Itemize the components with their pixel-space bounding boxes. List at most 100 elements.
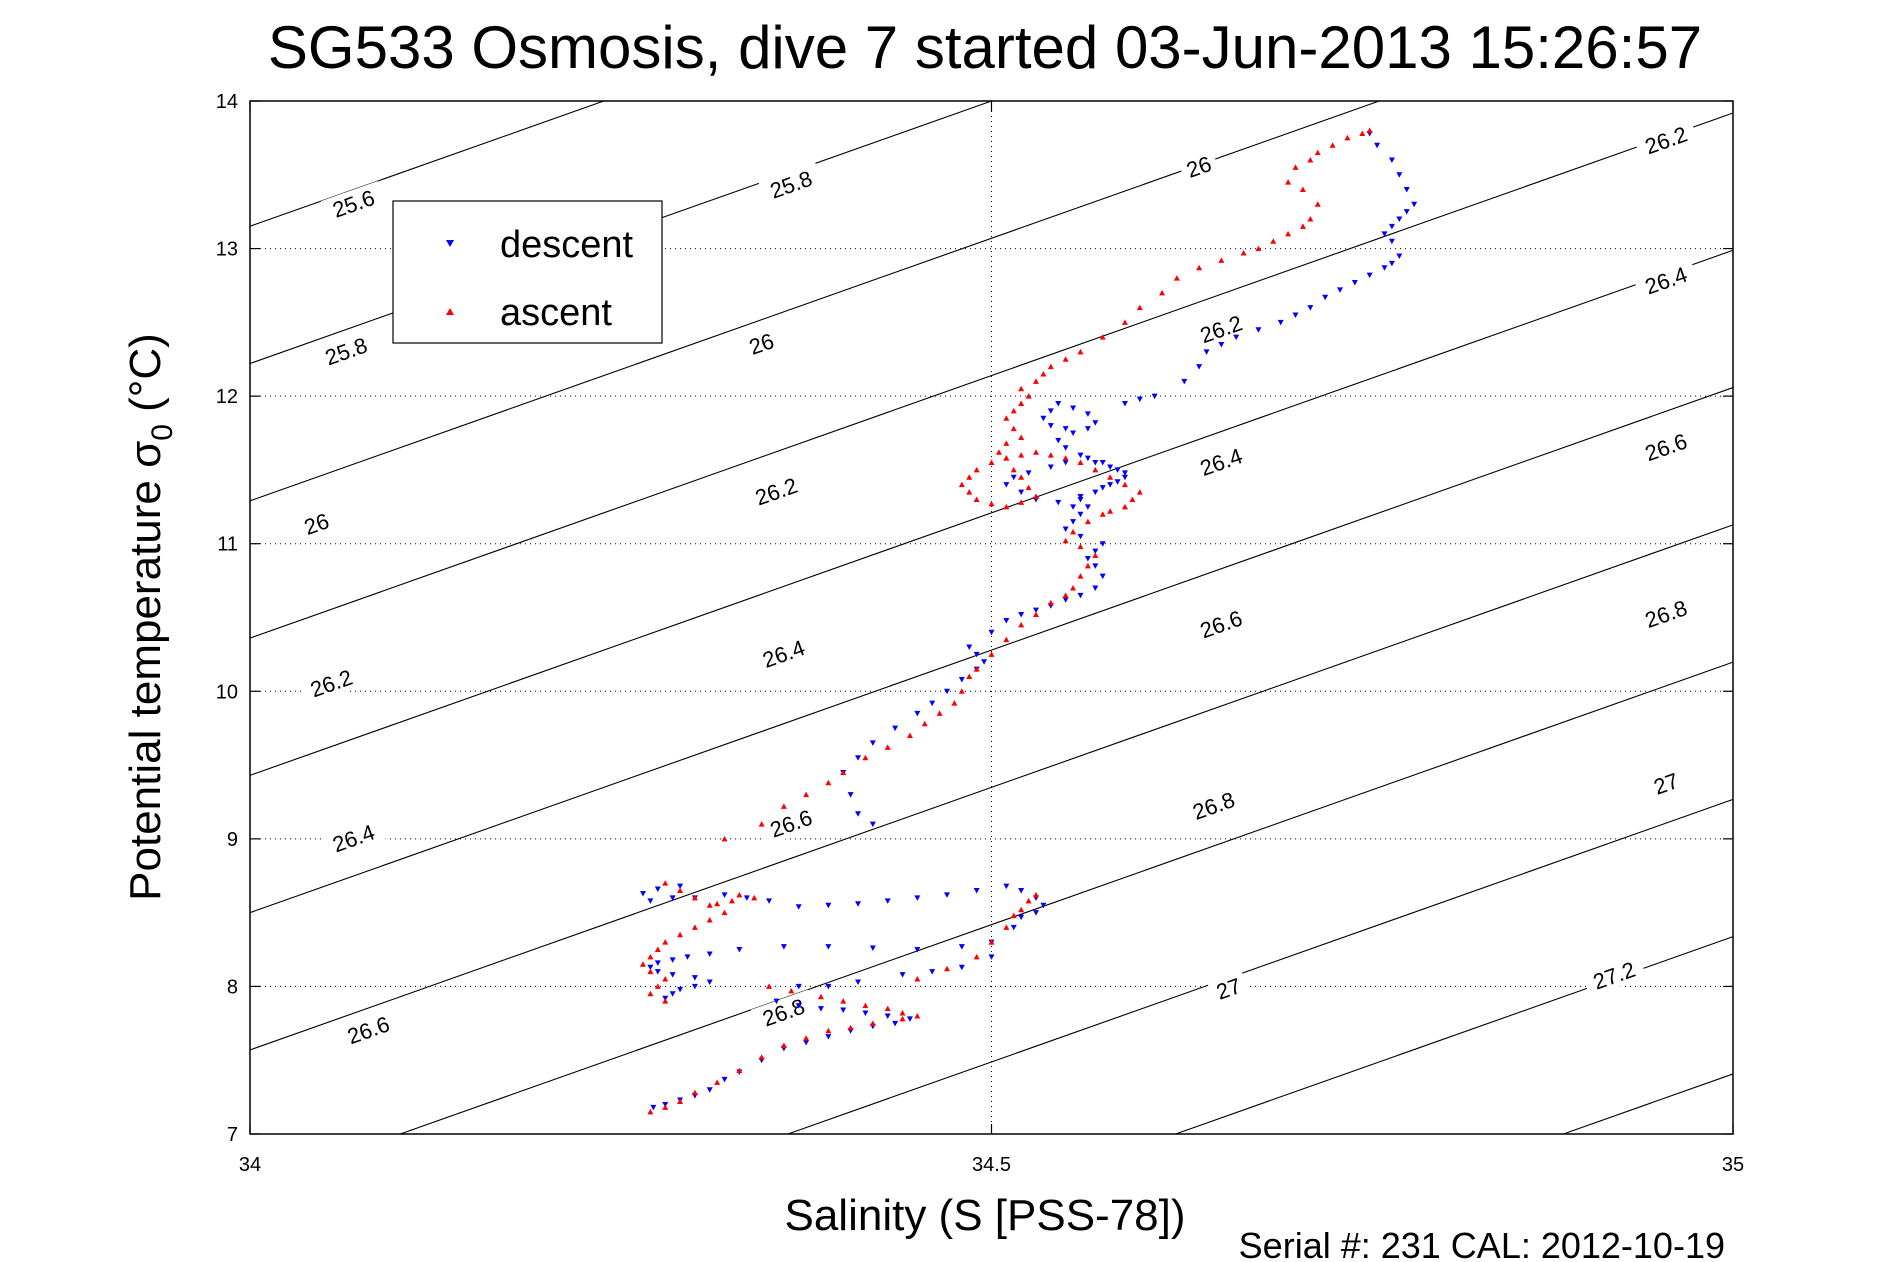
contour-label-bg: [1633, 424, 1699, 470]
ascent-point: [988, 459, 995, 466]
y-tick-label: 10: [216, 681, 238, 703]
descent-point: [1092, 420, 1099, 426]
ascent-point: [1077, 543, 1084, 550]
contour-label: 27: [1644, 765, 1688, 802]
descent-point: [1077, 592, 1084, 599]
descent-point: [1381, 231, 1388, 237]
descent-point: [1018, 489, 1025, 496]
descent-point: [825, 1034, 832, 1040]
ascent-point: [1025, 393, 1032, 399]
ascent-point: [1032, 493, 1039, 499]
y-tick-label: 9: [227, 829, 238, 851]
density-contour-line: [249, 100, 604, 227]
density-contour-line: [249, 524, 1734, 1051]
contour-label: 27: [1207, 970, 1250, 1007]
ascent-point: [1084, 562, 1091, 569]
ascent-point: [1062, 537, 1069, 544]
contour-label-bg: [1207, 970, 1250, 1007]
ascent-point: [647, 953, 654, 960]
ascent-point: [1314, 149, 1321, 156]
y-tick-label: 14: [216, 91, 238, 113]
descent-point: [669, 895, 676, 901]
descent-point: [981, 659, 988, 665]
y-tick-label: 11: [217, 534, 238, 556]
descent-point: [691, 983, 698, 990]
ascent-point: [721, 835, 728, 842]
ascent-point: [1062, 455, 1069, 461]
density-contour-line: [1563, 1073, 1734, 1135]
ascent-point: [1003, 503, 1010, 510]
ascent-point: [1018, 400, 1025, 407]
density-contour-line: [249, 249, 1734, 776]
descent-point: [1218, 341, 1225, 348]
descent-point: [1077, 452, 1084, 459]
descent-point: [647, 964, 654, 971]
ascent-point: [966, 474, 973, 480]
ascent-point: [1018, 385, 1025, 392]
ascent-point: [677, 887, 684, 894]
descent-point: [736, 947, 743, 953]
ascent-point: [1092, 466, 1099, 473]
ascent-point: [1018, 474, 1025, 480]
descent-point: [1151, 393, 1158, 400]
ascent-point: [906, 732, 913, 739]
descent-point: [988, 629, 995, 636]
descent-point: [825, 944, 832, 950]
descent-point: [1018, 914, 1025, 921]
ascent-point: [1285, 230, 1292, 237]
ascent-point: [988, 500, 995, 507]
descent-point: [721, 1076, 728, 1083]
descent-point: [869, 740, 876, 746]
descent-point: [1255, 327, 1262, 333]
ascent-point: [973, 466, 980, 473]
descent-point: [1070, 519, 1077, 525]
ascent-point: [1359, 130, 1366, 136]
descent-point: [862, 1010, 869, 1016]
ascent-point: [1018, 621, 1025, 628]
descent-point: [855, 811, 862, 817]
descent-point: [958, 944, 965, 950]
ascent-point: [1121, 503, 1128, 510]
descent-point: [1055, 401, 1062, 407]
ascent-point: [691, 924, 698, 930]
x-tick-label: 34.5: [972, 1154, 1011, 1176]
contour-label-bg: [1177, 148, 1221, 185]
descent-point: [654, 969, 661, 975]
descent-point: [677, 986, 684, 993]
contour-label-bg: [1188, 306, 1254, 352]
descent-point: [1277, 319, 1284, 326]
ascent-point: [1025, 484, 1032, 491]
descent-point: [706, 979, 713, 986]
descent-point: [1084, 504, 1091, 510]
contour-label-bg: [335, 1007, 401, 1053]
descent-point: [1388, 260, 1395, 267]
descent-point: [1381, 265, 1388, 271]
descent-point: [1003, 482, 1010, 488]
descent-point: [743, 895, 750, 901]
descent-point: [1099, 541, 1106, 547]
ascent-point: [736, 1067, 743, 1074]
descent-point: [1136, 396, 1143, 403]
descent-point: [1025, 470, 1032, 476]
legend-descent-marker: [446, 240, 454, 247]
contour-label-bg: [750, 989, 817, 1035]
x-tick-label: 34: [239, 1154, 261, 1176]
contour-label-bg: [743, 468, 809, 514]
contour-label-bg: [320, 181, 387, 226]
legend-ascent-marker: [446, 308, 454, 315]
ascent-point: [973, 496, 980, 502]
contour-label-bg: [1188, 601, 1254, 647]
ascent-point: [647, 990, 654, 997]
descent-point: [1084, 411, 1091, 417]
descent-point: [669, 991, 676, 997]
descent-point: [929, 969, 936, 975]
ascent-point: [951, 700, 958, 706]
ascent-point: [1003, 636, 1010, 643]
ascent-point: [1218, 257, 1225, 263]
ascent-point: [714, 900, 721, 907]
ascent-point: [1299, 223, 1306, 229]
descent-point: [855, 755, 862, 761]
ascent-point: [1010, 466, 1017, 473]
ascent-point: [1084, 518, 1091, 525]
